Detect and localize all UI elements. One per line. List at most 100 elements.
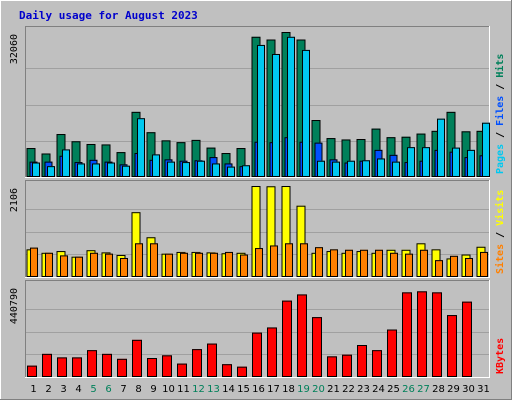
hits-files-pages-plot-area — [25, 26, 490, 178]
chart-title: Daily usage for August 2023 — [19, 9, 198, 22]
x-tick-label: 26 — [402, 384, 415, 395]
pages-bar — [92, 163, 100, 177]
kbytes-bar — [327, 356, 337, 378]
kbytes-bar — [432, 292, 442, 377]
legend-entry: Sites — [494, 244, 506, 274]
sites-bar — [345, 249, 353, 277]
x-tick-label: 29 — [447, 384, 460, 395]
sites-bar — [420, 249, 428, 277]
x-tick-label: 19 — [297, 384, 310, 395]
pages-bar — [107, 162, 115, 177]
sites-bar — [150, 243, 158, 277]
kbytes-bar — [162, 355, 172, 377]
pages-bar — [407, 147, 415, 177]
kbytes-bar — [282, 300, 292, 377]
sites-bar — [165, 253, 173, 278]
sites-bar — [225, 251, 233, 278]
x-tick-label: 11 — [177, 384, 190, 395]
sites-bar — [435, 260, 443, 278]
legend-entry: / — [495, 126, 506, 144]
kbytes-bar — [462, 301, 472, 378]
pages-bar — [452, 147, 460, 177]
x-tick-label: 23 — [357, 384, 370, 395]
kbytes-bar — [57, 357, 67, 377]
kbytes-bar — [237, 366, 247, 377]
pages-bar — [362, 160, 370, 177]
pages-bar — [227, 166, 235, 177]
sites-bar — [405, 253, 413, 278]
legend-entry: Pages — [495, 144, 506, 174]
x-axis-labels: 1 2 3 4 5 6 7 8 9 10 11 12 13 14 15 16 17 18 19 20 21 22 23 24 2… — [30, 384, 490, 395]
kbytes-bar — [177, 363, 187, 377]
pages-bar — [167, 161, 175, 178]
pages-bar — [47, 166, 55, 178]
sites-bar — [180, 252, 188, 278]
sites-bar — [120, 257, 128, 277]
sites-bar — [255, 248, 263, 277]
sites-bar — [285, 243, 293, 277]
kbytes-bar — [387, 329, 397, 377]
x-tick-label: 30 — [462, 384, 475, 395]
x-tick-label: 14 — [222, 384, 235, 395]
kbytes-bar — [207, 343, 217, 378]
kbytes-bar — [117, 358, 127, 377]
pages-bar — [482, 122, 490, 177]
x-tick-label: 13 — [207, 384, 220, 395]
pages-bar — [332, 161, 340, 178]
y-axis-max-label: 440790 — [9, 288, 20, 324]
kbytes-bar — [297, 294, 307, 377]
x-tick-label: 31 — [477, 384, 490, 395]
pages-bar — [152, 154, 160, 178]
kbytes-bar — [252, 332, 262, 377]
pages-bar — [302, 49, 310, 177]
pages-bar — [467, 149, 475, 178]
visits-sites-plot-area — [25, 180, 490, 278]
pages-bar — [32, 162, 40, 177]
sites-bar — [390, 252, 398, 278]
pages-bar — [182, 162, 190, 177]
pages-bar — [377, 158, 385, 178]
x-tick-label: 12 — [192, 384, 205, 395]
x-tick-label: 17 — [267, 384, 280, 395]
pages-bar — [437, 118, 445, 178]
sites-bar — [60, 255, 68, 278]
kbytes-bar — [267, 327, 277, 378]
kbytes-bar — [447, 315, 457, 377]
kbytes-plot-area — [25, 280, 490, 378]
pages-bar — [62, 149, 70, 177]
kbytes-bar — [222, 364, 232, 378]
sites-bar — [195, 252, 203, 278]
kbytes-bar — [357, 345, 367, 378]
pages-bar — [347, 160, 355, 178]
kbytes-bar — [192, 349, 202, 377]
x-tick-label: 4 — [75, 384, 81, 395]
pages-bar — [287, 36, 295, 178]
sites-bar — [300, 243, 308, 277]
x-tick-label: 7 — [120, 384, 126, 395]
sites-bar — [360, 249, 368, 277]
legend-entry: / — [495, 78, 506, 96]
sites-bar — [105, 253, 113, 278]
x-tick-label: 21 — [327, 384, 340, 395]
x-tick-label: 3 — [60, 384, 66, 395]
y-axis-max-label: 2106 — [9, 188, 20, 212]
x-tick-label: 28 — [432, 384, 445, 395]
sites-bar — [75, 256, 83, 277]
pages-bar — [257, 44, 265, 178]
x-tick-label: 18 — [282, 384, 295, 395]
x-tick-label: 9 — [150, 384, 156, 395]
pages-bar — [422, 147, 430, 177]
x-tick-label: 16 — [252, 384, 265, 395]
pages-bar — [197, 160, 205, 178]
x-tick-label: 6 — [105, 384, 111, 395]
sites-bar — [135, 243, 143, 277]
x-tick-label: 24 — [372, 384, 385, 395]
legend-entry: / — [495, 226, 506, 244]
x-tick-label: 15 — [237, 384, 250, 395]
sites-bar — [270, 245, 278, 277]
kbytes-bar — [147, 358, 157, 378]
x-tick-label: 25 — [387, 384, 400, 395]
pages-bar — [137, 118, 145, 178]
y-axis-max-label: 32060 — [9, 34, 20, 64]
